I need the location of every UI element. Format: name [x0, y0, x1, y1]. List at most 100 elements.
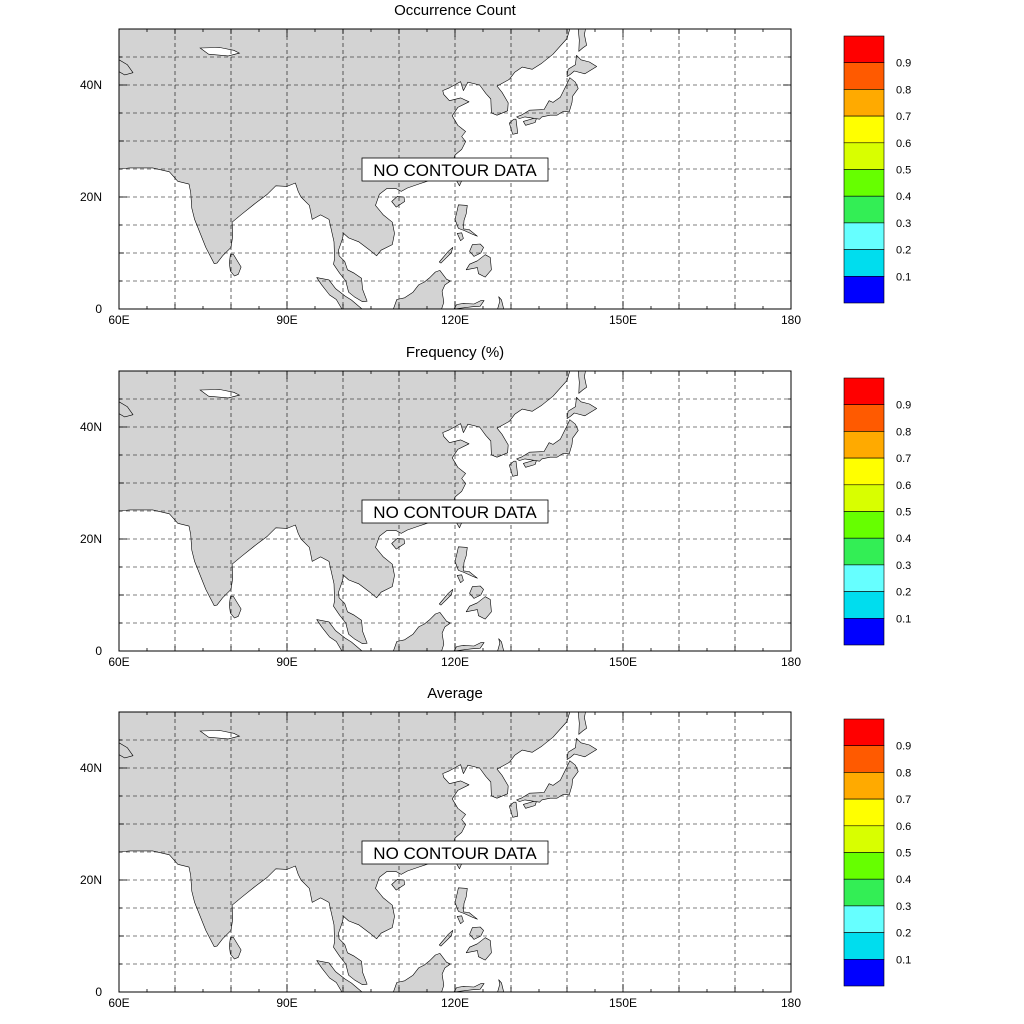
- axis-ticks: [118, 28, 792, 310]
- colorbar-swatch: [843, 878, 885, 907]
- colorbar-swatch: [843, 537, 885, 566]
- colorbar-swatch: [843, 617, 885, 646]
- lat-tick-label: 20N: [80, 873, 102, 887]
- lon-tick-label: 90E: [276, 996, 297, 1010]
- colorbar-label: 0.8: [896, 84, 911, 96]
- colorbar-label: 0.8: [896, 426, 911, 438]
- colorbar-label: 0.1: [896, 271, 911, 283]
- panel-title: Average: [427, 685, 483, 702]
- colorbar-swatch: [843, 511, 885, 539]
- colorbar-label: 0.3: [896, 560, 911, 572]
- landmass: [316, 960, 363, 992]
- landmass: [391, 196, 405, 208]
- landmass: [439, 589, 454, 606]
- colorbar-swatch: [843, 222, 885, 250]
- landmass: [577, 371, 587, 394]
- colorbar-swatch: [843, 745, 885, 773]
- landmass: [523, 459, 538, 468]
- colorbar-label: 0.2: [896, 928, 911, 940]
- map-panel: 60E 90E 120E 150E 180 40N 20N 0 Average NO CONTOU…: [80, 685, 911, 1010]
- colorbar-swatch: [843, 62, 885, 90]
- lon-tick-label: 180: [781, 655, 801, 669]
- colorbar-label: 0.7: [896, 794, 911, 806]
- colorbar-label: 0.5: [896, 507, 911, 519]
- no-data-box: [361, 499, 549, 524]
- landmass: [391, 879, 405, 891]
- lat-tick-label: 20N: [80, 190, 102, 204]
- colorbar-swatch: [843, 718, 885, 747]
- landmass: [469, 243, 484, 257]
- colorbar-swatch: [843, 932, 885, 960]
- landmass: [516, 77, 579, 120]
- landmass: [577, 29, 587, 52]
- lon-tick-label: 60E: [108, 655, 129, 669]
- landmass: [497, 979, 504, 992]
- landmass: [229, 253, 242, 277]
- landmass: [465, 937, 492, 961]
- colorbar-label: 0.3: [896, 218, 911, 230]
- landmass: [393, 612, 451, 651]
- landmass: [119, 712, 571, 985]
- landmass: [316, 619, 363, 651]
- colorbar-label: 0.2: [896, 587, 911, 599]
- lon-tick-label: 150E: [609, 655, 637, 669]
- no-data-box: [361, 157, 549, 182]
- colorbar-swatch: [843, 825, 885, 853]
- lon-tick-label: 150E: [609, 313, 637, 327]
- colorbar-label: 0.1: [896, 613, 911, 625]
- lon-tick-label: 60E: [108, 313, 129, 327]
- land-layer: [119, 29, 597, 309]
- colorbar-swatch: [843, 142, 885, 170]
- colorbar-swatch: [843, 905, 885, 933]
- lake: [199, 730, 241, 740]
- no-data-message: NO CONTOUR DATA: [373, 161, 537, 180]
- axis-ticks: [118, 370, 792, 652]
- colorbar-label: 0.4: [896, 533, 911, 545]
- landmass: [456, 574, 464, 583]
- colorbar-swatch: [843, 115, 885, 144]
- landmass: [393, 270, 451, 309]
- no-data-box: [361, 840, 549, 865]
- landmass: [229, 595, 242, 619]
- landmass: [119, 371, 571, 644]
- landmass: [229, 936, 242, 960]
- axis-ticks: [118, 711, 792, 993]
- colorbar-label: 0.7: [896, 453, 911, 465]
- map-panel: 60E 90E 120E 150E 180 40N 20N 0 Frequency (%) NO …: [80, 344, 911, 669]
- landmass: [465, 596, 492, 620]
- landmass: [497, 638, 504, 651]
- land-layer: [119, 371, 597, 651]
- colorbar-swatch: [843, 852, 885, 880]
- lake: [199, 389, 241, 399]
- colorbar-label: 0.6: [896, 480, 911, 492]
- landmass: [119, 29, 571, 302]
- landmass: [566, 397, 597, 419]
- colorbar-label: 0.3: [896, 901, 911, 913]
- lake: [199, 47, 241, 57]
- lon-tick-label: 60E: [108, 996, 129, 1010]
- lat-tick-label: 40N: [80, 420, 102, 434]
- landmass: [577, 712, 587, 735]
- colorbar-label: 0.8: [896, 767, 911, 779]
- colorbar-label: 0.6: [896, 138, 911, 150]
- colorbar-label: 0.7: [896, 111, 911, 123]
- no-data-message: NO CONTOUR DATA: [373, 503, 537, 522]
- landmass: [439, 930, 454, 947]
- map-panel: 60E 90E 120E 150E 180 40N 20N 0 Occurrence Count…: [80, 2, 911, 327]
- lon-tick-label: 120E: [441, 655, 469, 669]
- lon-tick-label: 150E: [609, 996, 637, 1010]
- colorbar-swatch: [843, 249, 885, 277]
- landmass: [566, 55, 597, 77]
- lon-tick-label: 180: [781, 996, 801, 1010]
- colorbar-swatch: [843, 404, 885, 432]
- colorbar-swatch: [843, 35, 885, 64]
- lat-tick-label: 0: [95, 985, 102, 999]
- colorbar-label: 0.4: [896, 874, 911, 886]
- landmass: [453, 300, 485, 309]
- colorbar-label: 0.9: [896, 741, 911, 753]
- no-data-message: NO CONTOUR DATA: [373, 844, 537, 863]
- landmass: [456, 915, 464, 924]
- lat-tick-label: 0: [95, 644, 102, 658]
- lon-tick-label: 120E: [441, 996, 469, 1010]
